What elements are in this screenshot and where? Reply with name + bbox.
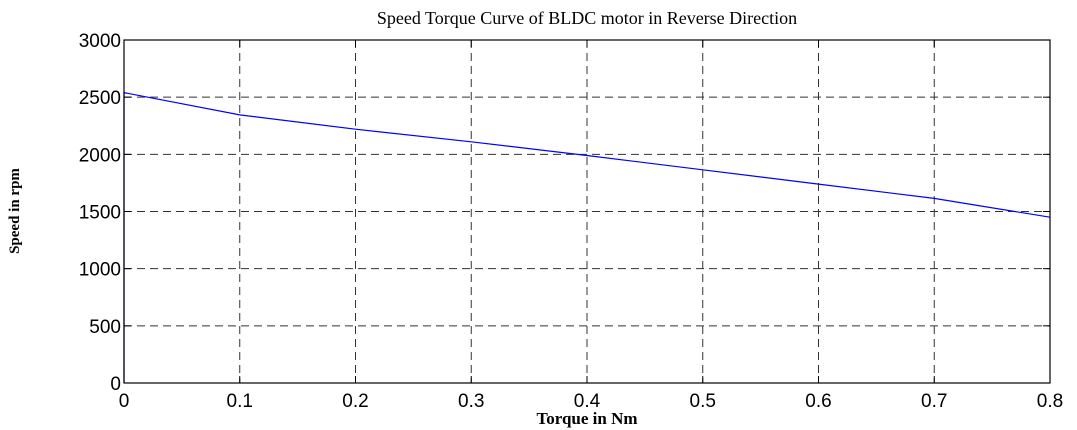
x-tick-label: 0.8 — [1037, 391, 1063, 412]
y-tick-label: 2000 — [79, 145, 121, 166]
y-axis-label: Speed in rpm — [7, 168, 23, 254]
x-tick-label: 0.4 — [574, 391, 601, 412]
tick-layer: 0 0.1 0.2 0.3 0.4 0.5 0.6 0.7 0.8 0 500 1000 1500 200… — [79, 31, 1063, 412]
chart-title: Speed Torque Curve of BLDC motor in Reve… — [377, 8, 797, 28]
y-tick-label: 0 — [110, 374, 121, 395]
x-tick-label: 0.2 — [342, 391, 368, 412]
x-tick-label: 0.6 — [805, 391, 831, 412]
speed-torque-line — [123, 91, 1051, 383]
x-tick-label: 0.3 — [458, 391, 484, 412]
y-tick-label: 1500 — [79, 203, 121, 224]
y-tick-label: 3000 — [79, 31, 121, 52]
x-tick-label: 0.1 — [227, 391, 253, 412]
y-tick-label: 2500 — [79, 88, 121, 109]
x-tick-label: 0.5 — [690, 391, 716, 412]
series-layer — [123, 91, 1051, 383]
x-axis-label: Torque in Nm — [536, 409, 637, 428]
y-tick-label: 500 — [89, 317, 121, 338]
x-tick-label: 0.7 — [921, 391, 947, 412]
grid-layer — [124, 40, 1050, 383]
x-tick-label: 0 — [119, 391, 130, 412]
y-tick-label: 1000 — [79, 260, 121, 281]
